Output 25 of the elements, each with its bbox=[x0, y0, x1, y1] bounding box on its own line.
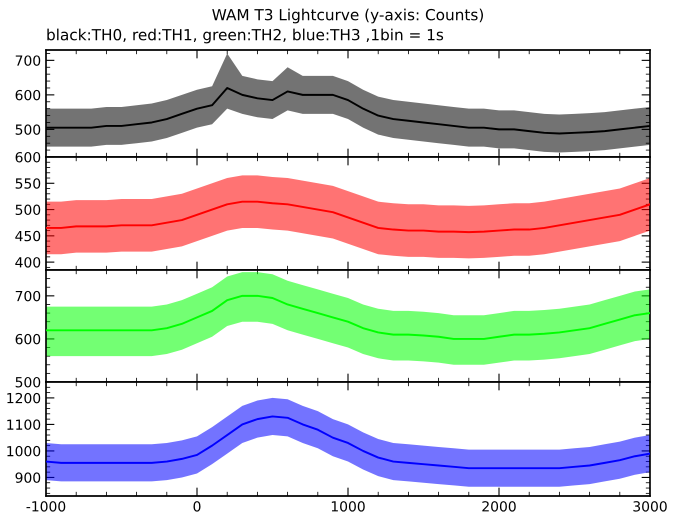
x-tick-label: 0 bbox=[193, 501, 200, 512]
y-tick-label: 450 bbox=[15, 230, 40, 242]
y-tick-label: 1000 bbox=[7, 446, 40, 456]
y-tick-label: 700 bbox=[16, 290, 40, 302]
y-tick-label: 900 bbox=[16, 472, 40, 483]
chart-subtitle: black:TH0, red:TH1, green:TH2, blue:TH3 ,1bin = 1s bbox=[47, 28, 444, 44]
x-tick-label: -1000 bbox=[26, 501, 66, 512]
x-tick-label: 3000 bbox=[633, 501, 667, 512]
y-tick-label: 1100 bbox=[7, 419, 40, 430]
y-tick-label: 700 bbox=[16, 55, 40, 66]
line-series bbox=[46, 294, 650, 340]
y-tick-label: 600 bbox=[16, 90, 40, 100]
line-series bbox=[46, 415, 650, 470]
y-tick-label: 600 bbox=[16, 152, 40, 162]
y-tick-label: 1200 bbox=[7, 392, 40, 404]
x-tick-label: 2000 bbox=[482, 501, 516, 512]
line-series bbox=[46, 200, 650, 234]
chart-title: WAM T3 Lightcurve (y-axis: Counts) bbox=[212, 8, 483, 24]
x-tick-label: 1000 bbox=[332, 501, 365, 512]
y-tick-label: 500 bbox=[16, 376, 40, 388]
y-tick-label: 500 bbox=[16, 124, 40, 135]
y-tick-label: 400 bbox=[15, 257, 40, 268]
y-tick-label: 500 bbox=[16, 204, 40, 216]
y-tick-label: 600 bbox=[16, 334, 40, 344]
y-tick-label: 550 bbox=[16, 178, 40, 189]
